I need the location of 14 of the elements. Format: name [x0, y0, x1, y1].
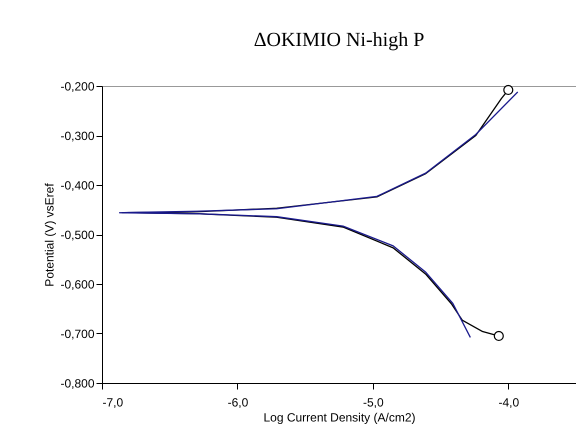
x-tick-label: -7,0: [102, 396, 124, 410]
chart-title: ΔOKIMIO Ni-high P: [254, 29, 424, 51]
x-tick-label: -5,0: [363, 396, 384, 410]
y-tick-label: -0,200: [60, 80, 95, 94]
y-axis-title: Potential (V) vsEref: [42, 182, 56, 287]
y-tick-label: -0,600: [60, 278, 95, 292]
y-tick-label: -0,400: [60, 178, 95, 192]
y-tick-label: -0,500: [60, 228, 95, 242]
x-axis-title: Log Current Density (A/cm2): [263, 410, 416, 424]
y-tick-label: -0,700: [60, 327, 95, 341]
y-tick-label: -0,300: [60, 129, 95, 143]
x-tick-label: -6,0: [228, 396, 249, 410]
x-tick-label: -4,0: [498, 396, 520, 410]
y-tick-label: -0,800: [60, 376, 95, 390]
